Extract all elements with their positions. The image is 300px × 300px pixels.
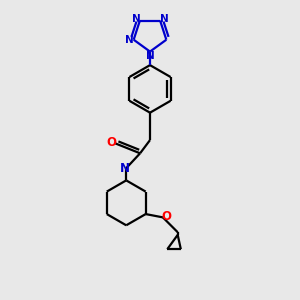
Text: N: N bbox=[146, 50, 154, 61]
Text: N: N bbox=[120, 162, 130, 175]
Text: N: N bbox=[125, 35, 134, 45]
Text: O: O bbox=[161, 210, 171, 223]
Text: O: O bbox=[106, 136, 116, 149]
Text: N: N bbox=[132, 14, 140, 24]
Text: N: N bbox=[160, 14, 168, 24]
